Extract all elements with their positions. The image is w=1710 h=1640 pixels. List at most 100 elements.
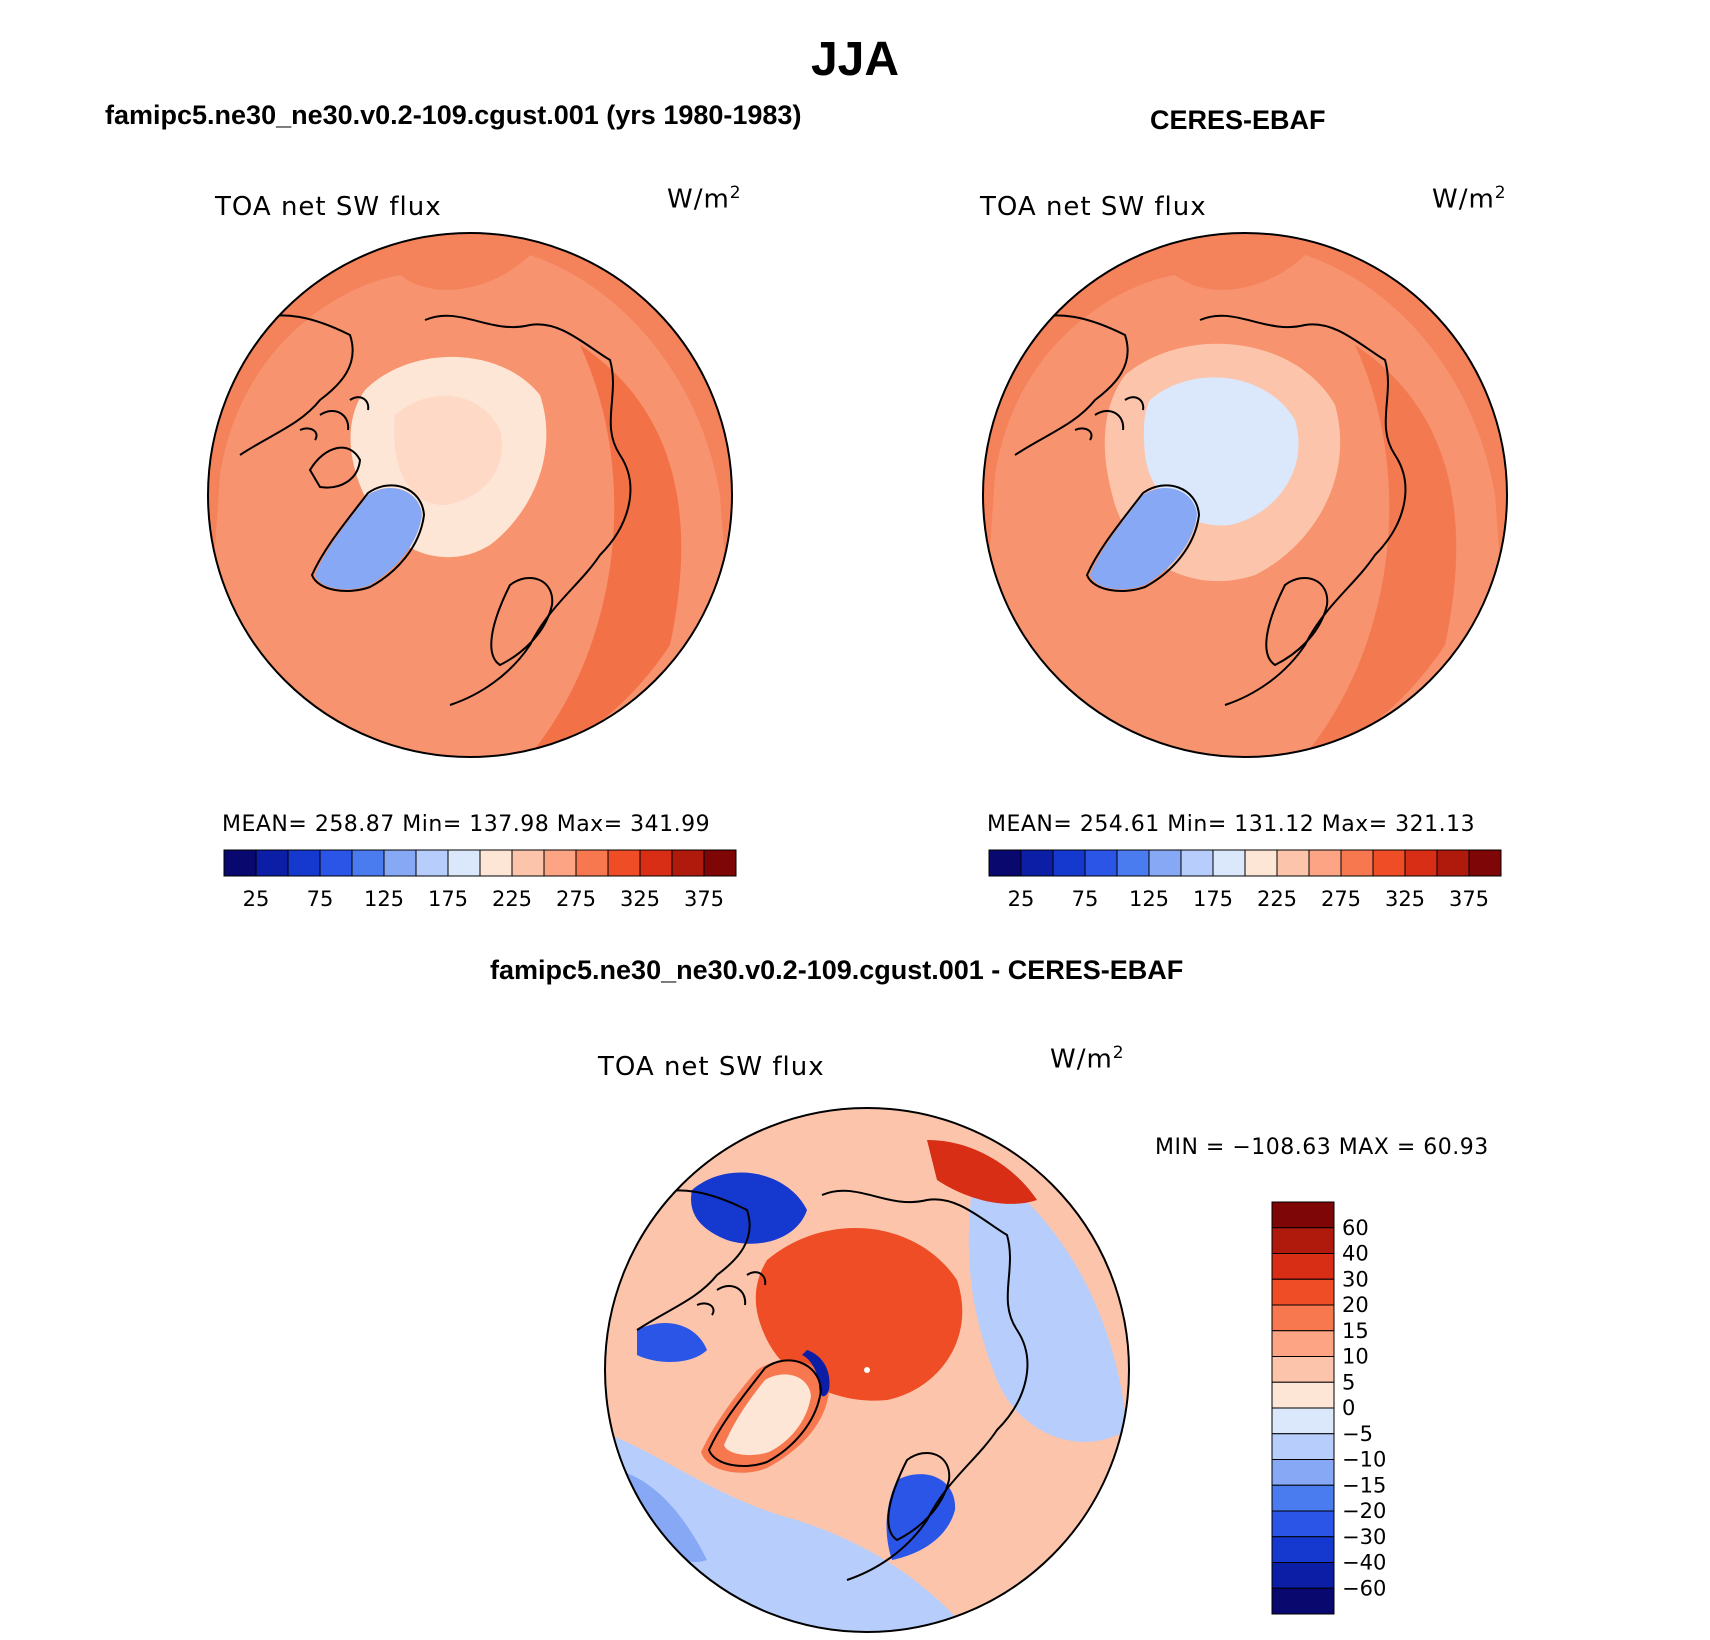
obs-colorbar-swatch (1148, 849, 1182, 877)
model-panel-title: famipc5.ne30_ne30.v0.2-109.cgust.001 (yr… (105, 100, 802, 130)
model-colorbar-swatch (479, 849, 513, 877)
diff-colorbar-swatch (1271, 1381, 1335, 1409)
model-coast-greenland (310, 484, 426, 592)
diff-colorbar-swatch (1271, 1227, 1335, 1254)
diff-colorbar-tick-label: 15 (1342, 1319, 1369, 1343)
diff-variable-label: TOA net SW flux (598, 1052, 825, 1082)
obs-colorbar-tick-label: 225 (1257, 887, 1297, 910)
obs-colorbar-swatch (1372, 849, 1406, 877)
model-colorbar-swatch (607, 849, 641, 877)
model-units-label: W/m2 (667, 183, 742, 215)
diff-colorbar-tick-label: 5 (1342, 1370, 1355, 1394)
diff-colorbar-swatch (1271, 1330, 1335, 1357)
diff-colorbar-tick-label: −60 (1342, 1576, 1386, 1600)
diff-colorbar-tick-label: −15 (1342, 1473, 1386, 1497)
obs-colorbar-tick-label: 75 (1072, 887, 1099, 910)
obs-colorbar-swatch (1436, 849, 1470, 877)
model-colorbar-swatch (287, 849, 321, 877)
diff-coast-greenland (707, 1359, 823, 1467)
diff-coast-archipelago (696, 1271, 767, 1316)
obs-coast-eurasia (1199, 314, 1407, 706)
diff-colorbar-swatch (1271, 1536, 1335, 1563)
model-colorbar-tick-label: 175 (428, 887, 468, 910)
diff-units-label: W/m2 (1050, 1043, 1125, 1075)
model-colorbar-tick-label: 325 (620, 887, 660, 910)
diff-colorbar-swatch (1271, 1407, 1335, 1435)
model-greenland-ice (315, 487, 422, 590)
model-colorbar-swatch (383, 849, 417, 877)
diff-coast-america (636, 1189, 751, 1331)
obs-colorbar-tick-label: 375 (1449, 887, 1489, 910)
obs-variable-label: TOA net SW flux (980, 192, 1207, 222)
obs-coast-america (1014, 314, 1129, 456)
diff-polar-map (604, 1107, 1130, 1633)
diff-colorbar-tick-label: −5 (1342, 1422, 1373, 1446)
figure-title: JJA (810, 33, 900, 86)
diff-colorbar-swatch (1271, 1484, 1335, 1512)
diff-blue-scandinavia (886, 1474, 956, 1560)
diff-stats-line: MIN = −108.63 MAX = 60.93 (1155, 1135, 1489, 1160)
diff-coast-scandinavia (887, 1451, 951, 1542)
model-variable-label: TOA net SW flux (215, 192, 442, 222)
model-colorbar-swatch (543, 849, 577, 877)
diff-deep-blue-north (691, 1172, 807, 1244)
model-polar-map (207, 232, 733, 758)
obs-colorbar-swatch (988, 849, 1022, 877)
obs-units-label: W/m2 (1432, 183, 1507, 215)
diff-blue-west (637, 1322, 707, 1362)
obs-colorbar-swatch (1244, 849, 1278, 877)
model-coast-eurasia (424, 314, 632, 706)
model-colorbar-swatch (575, 849, 609, 877)
diff-panel-title: famipc5.ne30_ne30.v0.2-109.cgust.001 - C… (490, 955, 1184, 985)
obs-colorbar-swatch (1116, 849, 1150, 877)
model-colorbar-swatch (351, 849, 385, 877)
obs-colorbar-tick-label: 25 (1008, 887, 1035, 910)
diff-colorbar-swatch (1271, 1253, 1335, 1280)
diff-colorbar-swatch (1271, 1510, 1335, 1538)
diff-red-northeast (927, 1140, 1037, 1204)
model-colorbar-swatch (223, 849, 257, 877)
model-colorbar-swatch (671, 849, 705, 877)
diff-colorbar-swatch (1271, 1433, 1335, 1460)
diff-colorbar-swatch (1271, 1201, 1335, 1229)
model-colorbar-swatch (415, 849, 449, 877)
diff-colorbar-tick-label: 60 (1342, 1216, 1369, 1240)
diff-colorbar-tick-label: −30 (1342, 1525, 1386, 1549)
model-colorbar: 25 75 125 175 225 275 325 375 (223, 849, 737, 910)
diff-coast-eurasia (821, 1189, 1029, 1581)
obs-colorbar-swatch (1020, 849, 1054, 877)
obs-colorbar-tick-label: 125 (1129, 887, 1169, 910)
model-colorbar-tick-label: 375 (684, 887, 724, 910)
diff-colorbar-tick-label: −20 (1342, 1499, 1386, 1523)
diff-colorbar-swatch (1271, 1304, 1335, 1332)
obs-colorbar-tick-label: 325 (1385, 887, 1425, 910)
diff-colorbar-tick-label: 40 (1342, 1242, 1369, 1266)
diff-colorbar-tick-label: 30 (1342, 1267, 1369, 1291)
obs-colorbar-swatch (1212, 849, 1246, 877)
model-stats-line: MEAN= 258.87 Min= 137.98 Max= 341.99 (222, 812, 711, 837)
diff-colorbar-tick-label: −40 (1342, 1551, 1386, 1575)
obs-coast-scandinavia (1265, 576, 1329, 667)
obs-colorbar-tick-label: 175 (1193, 887, 1233, 910)
model-coast-baffin (308, 446, 362, 489)
diff-pole-marker (864, 1367, 870, 1373)
model-colorbar-tick-label: 125 (364, 887, 404, 910)
obs-colorbar-swatch (1180, 849, 1214, 877)
model-colorbar-swatch (255, 849, 289, 877)
model-coast-scandinavia (490, 576, 554, 667)
diff-colorbar-tick-label: −10 (1342, 1448, 1386, 1472)
diff-colorbar-swatch (1271, 1278, 1335, 1306)
diff-colorbar-swatch (1271, 1587, 1335, 1615)
model-colorbar-tick-label: 225 (492, 887, 532, 910)
obs-colorbar-swatch (1276, 849, 1310, 877)
diff-deep-blue-coast (802, 1350, 830, 1397)
obs-coast-archipelago (1074, 396, 1145, 441)
obs-greenland-ice (1090, 487, 1197, 590)
obs-colorbar-tick-label: 275 (1321, 887, 1361, 910)
model-colorbar-tick-label: 275 (556, 887, 596, 910)
diff-greenland-interior (724, 1374, 811, 1456)
obs-colorbar-swatch (1052, 849, 1086, 877)
model-colorbar-tick-label: 75 (307, 887, 334, 910)
diff-blue-east (968, 1160, 1127, 1442)
